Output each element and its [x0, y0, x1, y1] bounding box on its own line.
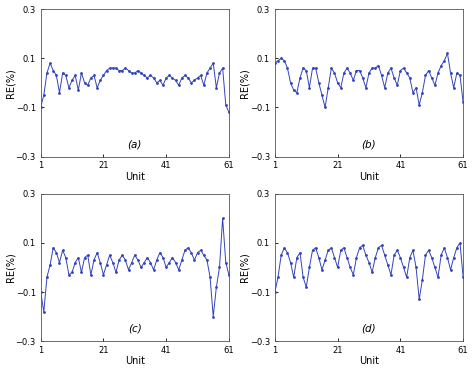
Text: (b): (b): [362, 139, 376, 149]
Text: (d): (d): [362, 324, 376, 334]
Text: (c): (c): [128, 324, 142, 334]
Y-axis label: RE(%): RE(%): [6, 68, 16, 98]
X-axis label: Unit: Unit: [125, 172, 145, 182]
Y-axis label: RE(%): RE(%): [240, 68, 250, 98]
X-axis label: Unit: Unit: [359, 356, 379, 366]
Y-axis label: RE(%): RE(%): [6, 253, 16, 282]
Text: (a): (a): [128, 139, 142, 149]
X-axis label: Unit: Unit: [125, 356, 145, 366]
Y-axis label: RE(%): RE(%): [240, 253, 250, 282]
X-axis label: Unit: Unit: [359, 172, 379, 182]
